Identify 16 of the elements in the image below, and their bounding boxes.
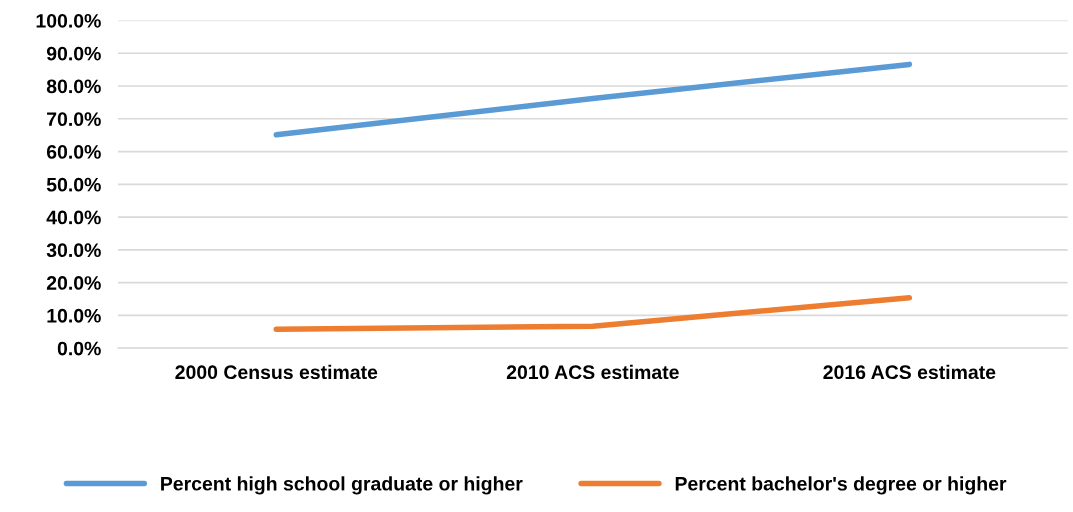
y-tick-label: 80.0% bbox=[46, 79, 101, 94]
y-tick-label: 50.0% bbox=[46, 177, 101, 192]
legend-label: Percent high school graduate or higher bbox=[161, 476, 523, 495]
y-tick-label: 40.0% bbox=[46, 210, 101, 225]
y-tick-label: 90.0% bbox=[46, 46, 101, 61]
y-tick-label: 0.0% bbox=[57, 341, 101, 356]
y-tick-label: 20.0% bbox=[46, 276, 101, 290]
y-tick-label: 60.0% bbox=[46, 145, 101, 159]
y-tick-label: 30.0% bbox=[46, 243, 101, 258]
x-tick-label: 2010 ACS estimate bbox=[506, 364, 679, 380]
legend-label: Percent bachelor's degree or higher bbox=[675, 476, 1007, 495]
y-tick-label: 10.0% bbox=[47, 308, 101, 323]
y-tick-label: 100.0% bbox=[36, 13, 101, 28]
x-tick-label: 2016 ACS estimate bbox=[823, 364, 996, 380]
y-tick-label: 70.0% bbox=[47, 112, 101, 127]
x-tick-label: 2000 Census estimate bbox=[175, 364, 378, 380]
